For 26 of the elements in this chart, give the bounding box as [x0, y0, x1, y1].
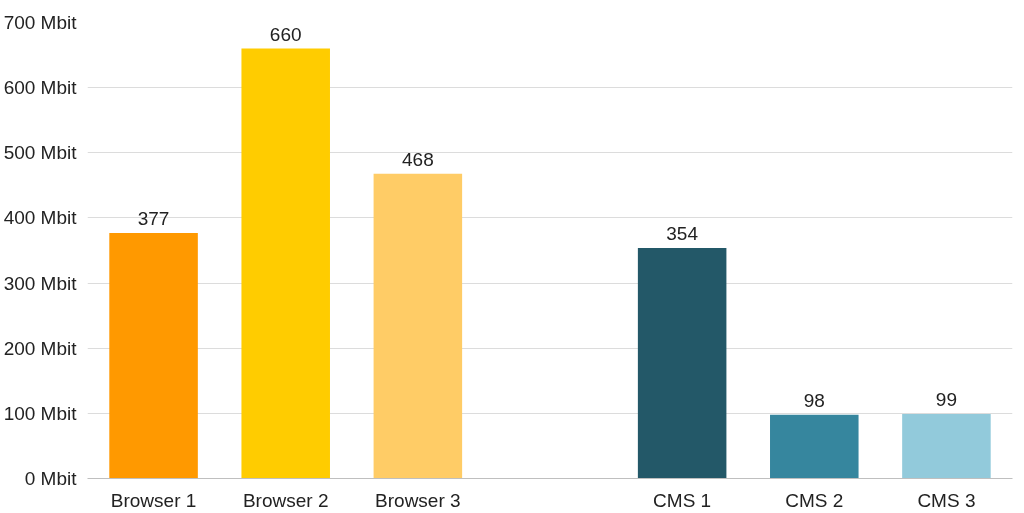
- y-tick-label: 100 Mbit: [3, 402, 78, 424]
- bar: [770, 414, 859, 479]
- x-tick-label: Browser 2: [242, 489, 329, 511]
- y-tick-label: 700 Mbit: [3, 12, 78, 33]
- data-label: 660: [269, 23, 302, 45]
- y-tick-label: 300 Mbit: [3, 272, 78, 294]
- bar: [109, 232, 198, 479]
- data-label: 468: [402, 148, 434, 170]
- x-tick-label: CMS 2: [785, 489, 844, 511]
- bar: [637, 247, 727, 479]
- data-label: 377: [137, 207, 170, 229]
- x-tick-label: CMS 1: [653, 489, 712, 511]
- y-tick-label: 600 Mbit: [3, 77, 78, 99]
- bar: [373, 173, 463, 479]
- x-tick-label: CMS 3: [917, 489, 976, 511]
- y-tick-label: 200 Mbit: [3, 337, 78, 359]
- data-label: 98: [803, 389, 825, 411]
- y-tick-label: 0 Mbit: [24, 468, 78, 489]
- y-tick-label: 500 Mbit: [3, 142, 78, 164]
- y-tick-label: 400 Mbit: [3, 207, 78, 229]
- x-tick-label: Browser 1: [110, 489, 197, 511]
- data-label: 99: [935, 389, 957, 411]
- x-tick-label: Browser 3: [375, 489, 461, 511]
- bar: [241, 48, 330, 479]
- data-label: 354: [666, 222, 699, 244]
- bar: [902, 414, 991, 479]
